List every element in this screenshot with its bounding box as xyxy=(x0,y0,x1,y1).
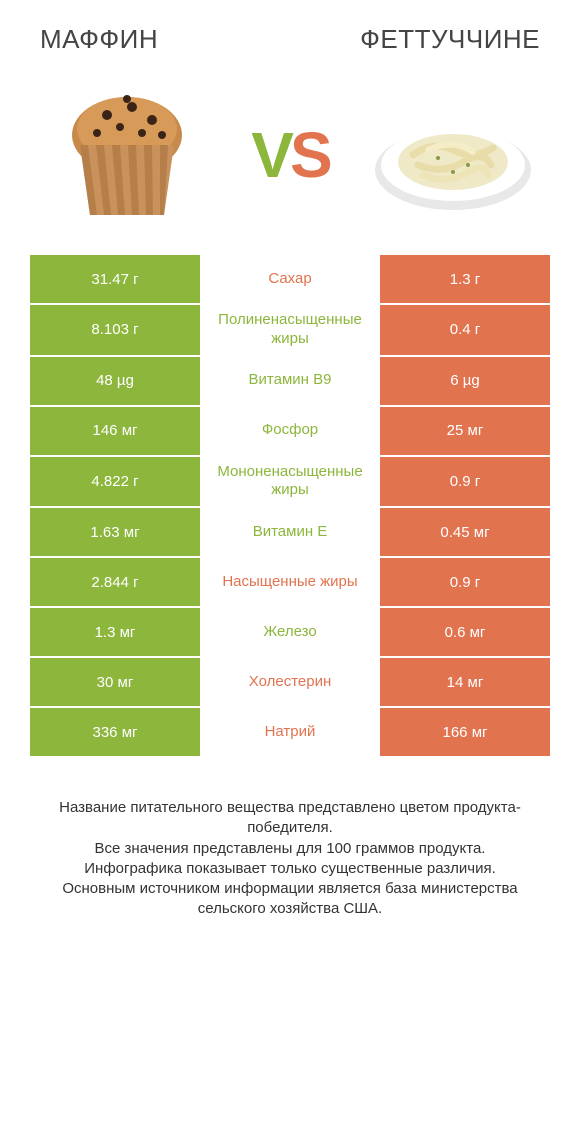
cell-label: Сахар xyxy=(200,255,380,303)
cell-label: Мононенасыщенные жиры xyxy=(200,457,380,507)
table-row: 4.822 гМононенасыщенные жиры0.9 г xyxy=(30,457,550,507)
fettuccine-image xyxy=(373,85,533,225)
cell-label: Натрий xyxy=(200,708,380,756)
footer-line: Все значения представлены для 100 граммо… xyxy=(40,839,540,859)
table-row: 336 мгНатрий166 мг xyxy=(30,708,550,756)
footer-line: Инфографика показывает только существенн… xyxy=(40,859,540,879)
cell-left-value: 2.844 г xyxy=(30,558,200,606)
cell-right-value: 14 мг xyxy=(380,658,550,706)
cell-label: Холестерин xyxy=(200,658,380,706)
cell-label: Витамин E xyxy=(200,508,380,556)
cell-left-value: 336 мг xyxy=(30,708,200,756)
cell-label: Железо xyxy=(200,608,380,656)
title-left: МАФФИН xyxy=(40,24,158,55)
vs-s: S xyxy=(290,118,329,192)
cell-left-value: 8.103 г xyxy=(30,305,200,355)
comparison-table: 31.47 гСахар1.3 г8.103 гПолиненасыщенные… xyxy=(0,255,580,756)
table-row: 48 µgВитамин B96 µg xyxy=(30,357,550,405)
table-row: 2.844 гНасыщенные жиры0.9 г xyxy=(30,558,550,606)
cell-right-value: 1.3 г xyxy=(380,255,550,303)
cell-right-value: 6 µg xyxy=(380,357,550,405)
cell-left-value: 146 мг xyxy=(30,407,200,455)
table-row: 146 мгФосфор25 мг xyxy=(30,407,550,455)
table-row: 8.103 гПолиненасыщенные жиры0.4 г xyxy=(30,305,550,355)
cell-right-value: 0.9 г xyxy=(380,558,550,606)
cell-left-value: 1.63 мг xyxy=(30,508,200,556)
cell-right-value: 0.45 мг xyxy=(380,508,550,556)
table-row: 31.47 гСахар1.3 г xyxy=(30,255,550,303)
cell-right-value: 0.9 г xyxy=(380,457,550,507)
cell-left-value: 48 µg xyxy=(30,357,200,405)
cell-left-value: 1.3 мг xyxy=(30,608,200,656)
cell-right-value: 166 мг xyxy=(380,708,550,756)
cell-label: Витамин B9 xyxy=(200,357,380,405)
cell-label: Полиненасыщенные жиры xyxy=(200,305,380,355)
vs-v: V xyxy=(251,118,290,192)
table-row: 1.63 мгВитамин E0.45 мг xyxy=(30,508,550,556)
cell-right-value: 0.6 мг xyxy=(380,608,550,656)
title-right: ФЕТТУЧЧИНЕ xyxy=(360,24,540,55)
cell-right-value: 0.4 г xyxy=(380,305,550,355)
footer-line: Название питательного вещества представл… xyxy=(40,798,540,839)
footer-text: Название питательного вещества представл… xyxy=(0,758,580,940)
vs-label: VS xyxy=(251,118,328,192)
table-row: 1.3 мгЖелезо0.6 мг xyxy=(30,608,550,656)
cell-left-value: 4.822 г xyxy=(30,457,200,507)
cell-right-value: 25 мг xyxy=(380,407,550,455)
cell-label: Фосфор xyxy=(200,407,380,455)
muffin-image xyxy=(47,85,207,225)
cell-label: Насыщенные жиры xyxy=(200,558,380,606)
header: МАФФИН ФЕТТУЧЧИНЕ xyxy=(0,0,580,65)
cell-left-value: 30 мг xyxy=(30,658,200,706)
table-row: 30 мгХолестерин14 мг xyxy=(30,658,550,706)
footer-line: Основным источником информации является … xyxy=(40,879,540,920)
cell-left-value: 31.47 г xyxy=(30,255,200,303)
images-row: VS xyxy=(0,65,580,255)
